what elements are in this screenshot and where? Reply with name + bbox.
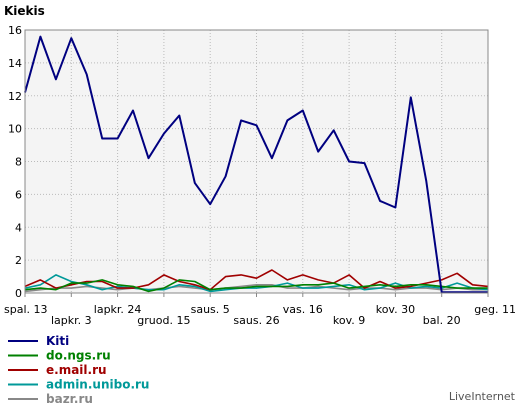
x-tick-label: gruod. 15: [137, 314, 190, 327]
chart-title: Kiekis: [4, 4, 45, 18]
x-tick-label: kov. 9: [333, 314, 365, 327]
brand-label: LiveInternet: [449, 390, 516, 403]
series-group: [24, 35, 489, 294]
y-tick-label: 16: [8, 24, 22, 37]
x-tick-label: lapkr. 3: [51, 314, 92, 327]
y-tick-label: 2: [15, 254, 22, 267]
series-line-do-ngs-ru: [24, 279, 488, 293]
y-tick-label: 0: [15, 287, 22, 300]
legend-label-admin-unibo-ru: admin.unibo.ru: [46, 378, 149, 392]
y-tick-label: 14: [8, 57, 22, 70]
legend: Kitido.ngs.rue.mail.ruadmin.unibo.rubazr…: [8, 334, 149, 405]
x-tick-label: geg. 11: [474, 303, 516, 316]
legend-label-e-mail-ru: e.mail.ru: [46, 363, 107, 377]
legend-label-bazr-ru: bazr.ru: [46, 392, 93, 405]
y-tick-label: 8: [15, 156, 22, 169]
plot-border: [24, 29, 489, 294]
grid: [25, 30, 488, 293]
series-line-admin-unibo-ru: [24, 274, 489, 293]
y-axis: 0 2 4 6 8 10 12 14 16: [8, 24, 22, 300]
legend-label-do-ngs-ru: do.ngs.ru: [46, 349, 111, 363]
y-tick-label: 10: [8, 123, 22, 136]
x-tick-label: bal. 20: [423, 314, 461, 327]
x-tick-label: saus. 5: [191, 303, 230, 316]
x-tick-label: lapkr. 24: [94, 303, 142, 316]
x-tick-label: kov. 30: [376, 303, 415, 316]
series-line-e-mail-ru: [24, 269, 489, 291]
series-line-kiti: [24, 35, 488, 294]
y-tick-label: 12: [8, 90, 22, 103]
y-tick-label: 6: [15, 188, 22, 201]
x-tick-label: spal. 13: [4, 303, 48, 316]
legend-label-kiti: Kiti: [46, 334, 69, 348]
y-tick-label: 4: [15, 221, 22, 234]
x-tick-label: vas. 16: [283, 303, 323, 316]
x-tick-label: saus. 26: [233, 314, 279, 327]
